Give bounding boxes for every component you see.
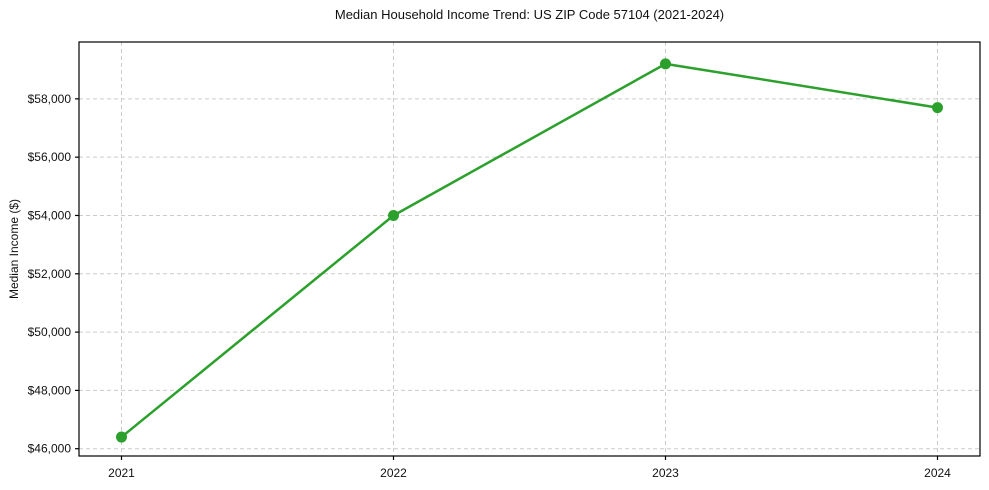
trend-line — [120, 62, 939, 439]
y-tick-label: $46,000 — [28, 442, 72, 456]
x-tick-label: 2022 — [380, 466, 407, 480]
data-point-2021 — [116, 431, 127, 443]
y-tick-label: $48,000 — [28, 383, 72, 397]
y-tick-label: $56,000 — [28, 150, 72, 164]
y-tick-label: $54,000 — [28, 208, 72, 222]
x-tick-label: 2024 — [924, 466, 951, 480]
data-point-2022 — [388, 209, 399, 221]
plot-border — [78, 41, 981, 457]
y-tick-label: $50,000 — [28, 325, 72, 339]
data-point-2023 — [660, 58, 671, 70]
x-tick-label: 2023 — [652, 466, 679, 480]
chart-title: Median Household Income Trend: US ZIP Co… — [334, 7, 725, 22]
y-tick-label: $52,000 — [28, 267, 72, 281]
x-tick-label: 2021 — [108, 466, 135, 480]
data-point-2024 — [932, 102, 943, 114]
y-tick-label: $58,000 — [28, 92, 72, 106]
